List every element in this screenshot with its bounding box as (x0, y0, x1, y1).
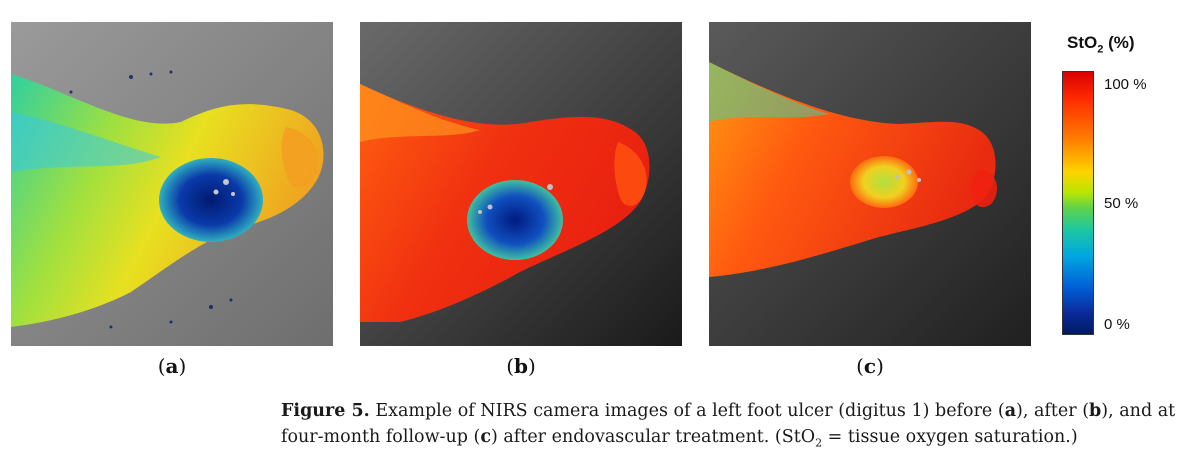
colorbar-gradient (1062, 71, 1094, 335)
nirs-image-follow-up-graphic (709, 22, 1031, 346)
panel-label-c: (c) (856, 354, 884, 378)
nirs-image-before-graphic (11, 22, 333, 346)
colorbar-title: StO2 (%) (1067, 33, 1135, 56)
nirs-image-follow-up (709, 22, 1031, 346)
nirs-image-before (11, 22, 333, 346)
nirs-image-after (360, 22, 682, 346)
colorbar-tick-mid: 50 % (1104, 195, 1139, 212)
nirs-image-after-graphic (360, 22, 682, 346)
panel-label-b: (b) (506, 354, 536, 378)
colorbar-tick-max: 100 % (1104, 76, 1147, 93)
colorbar-tick-min: 0 % (1104, 316, 1130, 333)
figure-caption: Figure 5. Example of NIRS camera images … (281, 401, 1176, 450)
panel-label-a: (a) (157, 354, 187, 378)
